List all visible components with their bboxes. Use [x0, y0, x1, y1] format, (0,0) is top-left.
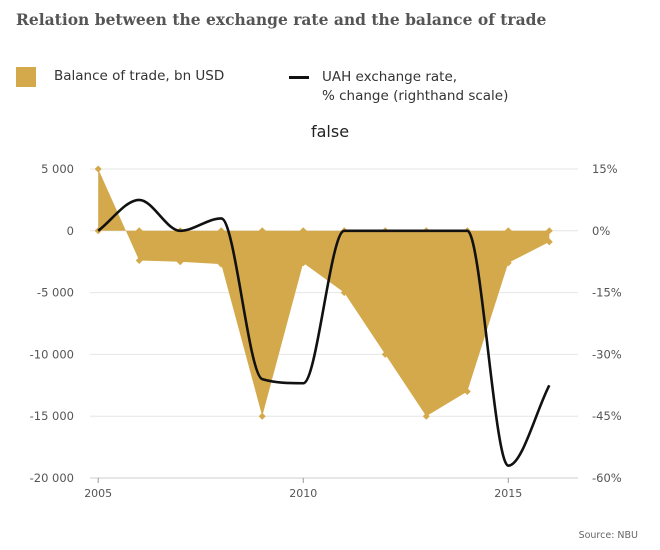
- y-left-tick-label: -20 000: [30, 471, 74, 485]
- x-tick-label: 2005: [84, 487, 112, 500]
- x-tick-label: 2015: [494, 487, 522, 500]
- y-right-tick-label: -15%: [592, 286, 622, 300]
- legend-label-rate: UAH exchange rate, % change (righthand s…: [322, 68, 542, 106]
- y-right-tick-label: -45%: [592, 409, 622, 423]
- balance-point: [381, 350, 389, 358]
- balance-baseline-marker: [299, 227, 307, 235]
- balance-baseline-marker: [504, 227, 512, 235]
- plot-title: false: [310, 122, 350, 141]
- legend-swatch-balance: [16, 67, 36, 87]
- chart-title: Relation between the exchange rate and t…: [16, 10, 547, 29]
- x-tick-label: 2010: [289, 487, 317, 500]
- balance-point: [299, 259, 307, 267]
- y-right-tick-label: -60%: [592, 471, 622, 485]
- balance-point: [463, 387, 471, 395]
- legend-label-rate-line2: % change (righthand scale): [322, 88, 509, 104]
- balance-point: [258, 412, 266, 420]
- y-right-tick-label: 15%: [592, 162, 618, 176]
- y-right-tick-label: 0%: [592, 224, 610, 238]
- legend-swatch-rate: [289, 76, 309, 79]
- y-left-tick-label: 5 000: [41, 162, 74, 176]
- legend-label-rate-line1: UAH exchange rate,: [322, 69, 458, 85]
- y-left-tick-label: 0: [67, 224, 74, 238]
- balance-baseline-marker: [217, 227, 225, 235]
- y-left-tick-label: -10 000: [30, 347, 74, 361]
- y-left-tick-label: -5 000: [37, 286, 74, 300]
- balance-point: [545, 238, 553, 246]
- y-left-tick-label: -15 000: [30, 409, 74, 423]
- balance-baseline-marker: [258, 227, 266, 235]
- balance-point: [94, 165, 102, 173]
- balance-point: [504, 259, 512, 267]
- balance-point: [176, 258, 184, 266]
- source-note: Source: NBU: [578, 530, 638, 541]
- rate-line: [97, 198, 551, 467]
- balance-baseline-marker: [545, 227, 553, 235]
- balance-point: [340, 289, 348, 297]
- balance-point: [135, 256, 143, 264]
- balance-point: [217, 260, 225, 268]
- y-right-tick-label: -30%: [592, 347, 622, 361]
- legend-label-balance: Balance of trade, bn USD: [54, 68, 225, 84]
- balance-baseline-marker: [135, 227, 143, 235]
- balance-point: [422, 412, 430, 420]
